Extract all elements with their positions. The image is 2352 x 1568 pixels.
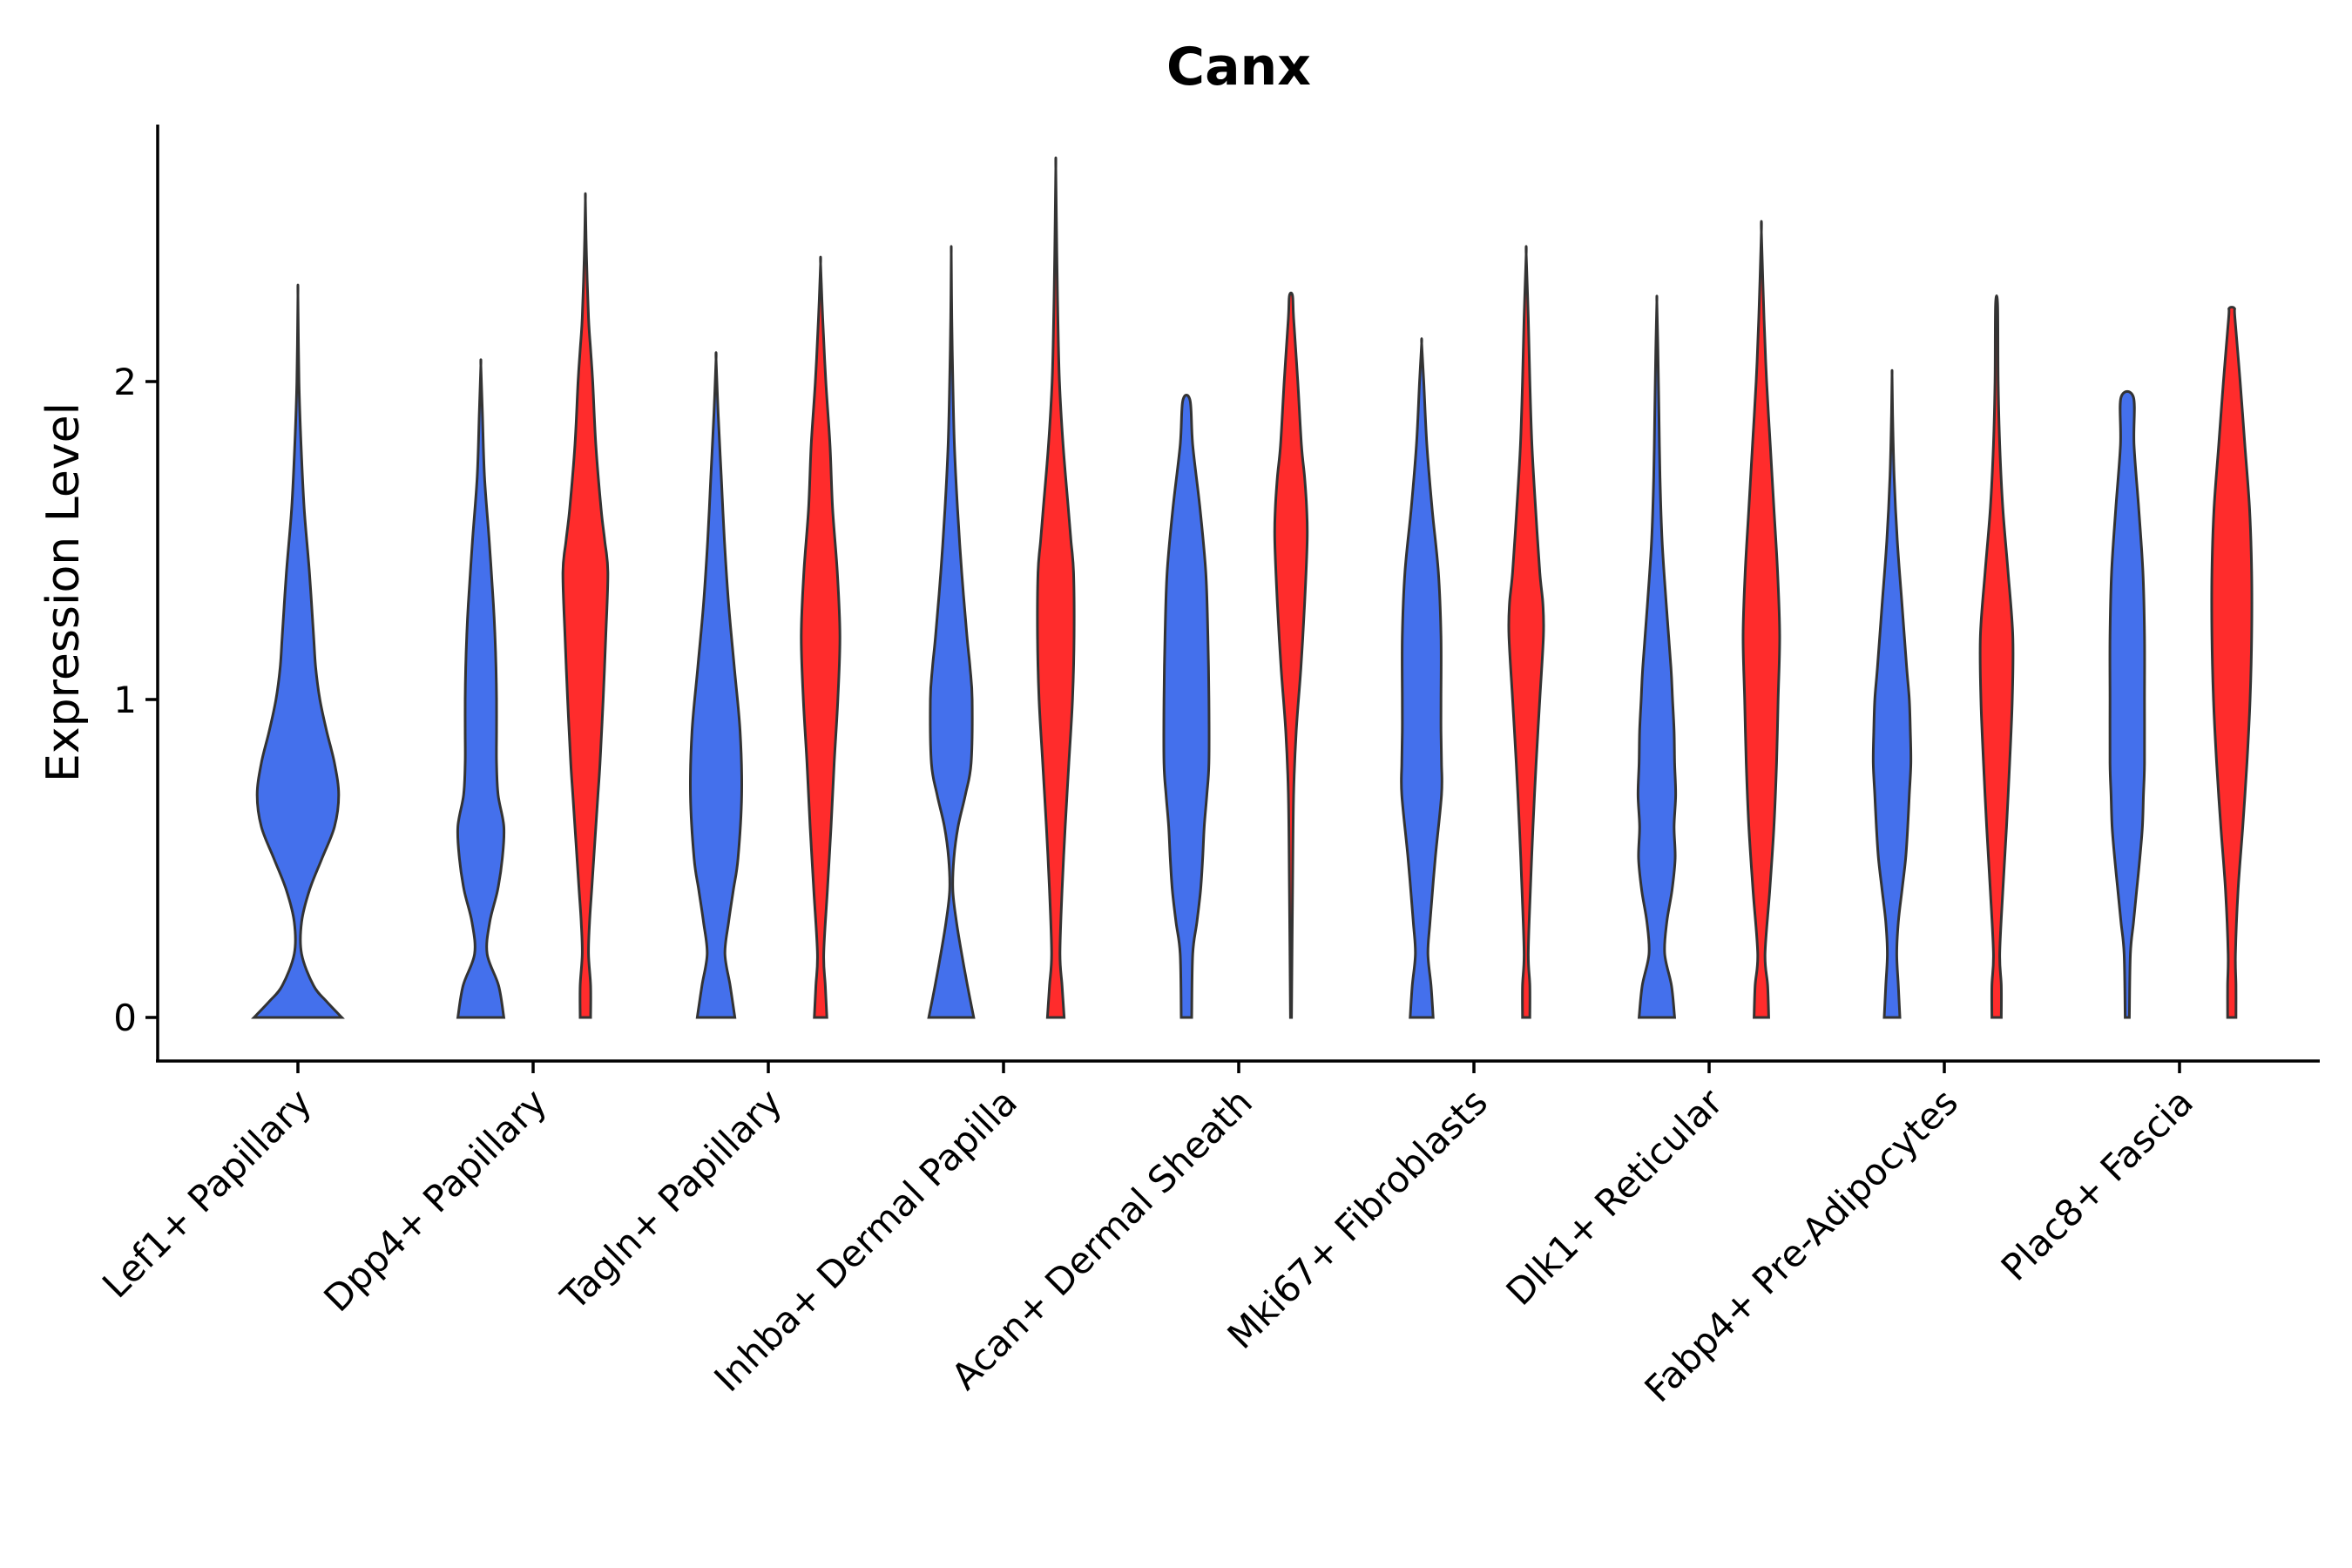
violin-group-blue-tagln-papillary	[689, 351, 743, 1019]
x-tick-label-lef1-papillary: Lef1+ Papillary	[94, 1080, 320, 1306]
violin-group-red-acan-dermal-sheath	[1273, 291, 1309, 1019]
violin-group-blue-dpp4-papillary	[456, 358, 506, 1019]
y-tick-label-1: 1	[113, 679, 137, 721]
violin-group-blue-mki67-fibroblasts	[1400, 337, 1443, 1019]
x-tick-label-mki67-fibroblasts: Mki67+ Fibroblasts	[1220, 1080, 1496, 1356]
y-axis-label: Expression Level	[37, 402, 90, 782]
violin-group-red-tagln-papillary	[800, 255, 841, 1019]
violin-group-blue-inhba-dermal-papilla	[927, 245, 976, 1019]
x-tick-label-dlk1-reticular: Dlk1+ Reticular	[1498, 1080, 1732, 1314]
violin-group-blue-acan-dermal-sheath	[1162, 394, 1211, 1019]
x-tick-label-plac8-fascia: Plac8+ Fascia	[1993, 1080, 2201, 1288]
x-tick-label-tagln-papillary: Tagln+ Papillary	[552, 1080, 790, 1318]
violin-group-red-dlk1-reticular	[1741, 220, 1781, 1019]
violin-group-blue-plac8-fascia	[2108, 389, 2146, 1019]
violin-group-blue-lef1-papillary	[251, 283, 345, 1019]
y-ticks-layer: 0 1 2	[113, 361, 158, 1039]
violins-layer	[251, 156, 2254, 1019]
violin-group-red-fabp4-pre-adipocytes	[1978, 294, 2015, 1019]
chart-title: Canx	[1166, 37, 1311, 98]
y-tick-label-2: 2	[113, 361, 137, 403]
violin-group-red-inhba-dermal-papilla	[1036, 156, 1076, 1019]
violin-group-red-dpp4-papillary	[561, 192, 610, 1019]
violin-group-red-mki67-fibroblasts	[1507, 245, 1545, 1019]
violin-group-blue-fabp4-pre-adipocytes	[1871, 368, 1913, 1019]
violin-group-blue-dlk1-reticular	[1636, 294, 1678, 1019]
x-tick-label-dpp4-papillary: Dpp4+ Papillary	[315, 1080, 555, 1320]
y-tick-label-0: 0	[113, 997, 137, 1039]
violin-group-red-plac8-fascia	[2210, 306, 2254, 1019]
